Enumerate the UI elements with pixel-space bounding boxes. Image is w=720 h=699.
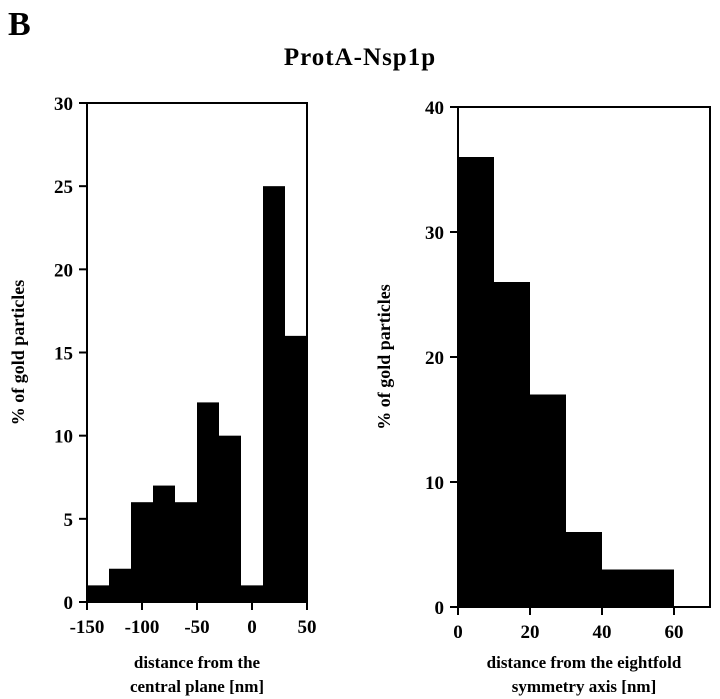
left-histogram-xtick-label-3: 0 bbox=[247, 617, 257, 638]
panel-label: B bbox=[8, 6, 31, 43]
left-histogram-ytick-label-5: 25 bbox=[54, 177, 73, 198]
right-histogram-bar-2 bbox=[530, 394, 566, 607]
left-histogram-xtick-label-1: -100 bbox=[125, 617, 160, 638]
left-histogram-ytick-label-0: 0 bbox=[64, 593, 74, 614]
right-histogram-xtick-label-0: 0 bbox=[453, 622, 463, 643]
right-histogram-ylabel: % of gold particles bbox=[374, 284, 394, 430]
left-histogram-xtick-label-2: -50 bbox=[184, 617, 209, 638]
right-histogram-bar-3 bbox=[566, 532, 602, 607]
left-histogram-bar-7 bbox=[241, 585, 263, 602]
left-histogram-bar-0 bbox=[87, 585, 109, 602]
left-histogram-ytick-label-3: 15 bbox=[54, 344, 73, 365]
right-histogram-ytick-label-4: 40 bbox=[425, 98, 444, 119]
left-histogram-bar-8 bbox=[263, 186, 285, 602]
right-histogram-bar-0 bbox=[458, 157, 494, 607]
right-histogram-xtick-label-2: 40 bbox=[593, 622, 612, 643]
right-histogram-xtick-label-1: 20 bbox=[521, 622, 540, 643]
left-histogram-ytick-label-4: 20 bbox=[54, 260, 73, 281]
left-histogram-ytick-label-1: 5 bbox=[64, 510, 74, 531]
right-histogram-ytick-label-2: 20 bbox=[425, 348, 444, 369]
left-histogram-xlabel-line-0: distance from the bbox=[134, 653, 261, 672]
left-histogram-xtick-label-4: 50 bbox=[298, 617, 317, 638]
right-histogram-ytick-label-0: 0 bbox=[435, 598, 445, 619]
right-histogram-xlabel-line-1: symmetry axis [nm] bbox=[512, 677, 656, 696]
left-histogram-bar-3 bbox=[153, 485, 175, 602]
right-histogram-bar-4 bbox=[602, 569, 638, 607]
right-histogram-xtick-label-3: 60 bbox=[665, 622, 684, 643]
left-histogram-bar-9 bbox=[285, 335, 307, 602]
left-histogram-xlabel-line-1: central plane [nm] bbox=[130, 677, 264, 696]
right-histogram-ytick-label-3: 30 bbox=[425, 223, 444, 244]
left-histogram-xtick-label-0: -150 bbox=[70, 617, 105, 638]
figure-title: ProtA-Nsp1p bbox=[283, 44, 437, 71]
right-histogram-ytick-label-1: 10 bbox=[425, 473, 444, 494]
left-histogram-bar-6 bbox=[219, 435, 241, 602]
left-histogram-bar-5 bbox=[197, 402, 219, 602]
left-histogram-ytick-label-6: 30 bbox=[54, 94, 73, 115]
left-histogram-bar-2 bbox=[131, 502, 153, 602]
left-histogram-ylabel: % of gold particles bbox=[8, 280, 28, 426]
right-histogram-xlabel-line-0: distance from the eightfold bbox=[487, 653, 682, 672]
left-histogram-bar-1 bbox=[109, 568, 131, 602]
right-histogram-bar-5 bbox=[638, 569, 674, 607]
left-histogram-ytick-label-2: 10 bbox=[54, 427, 73, 448]
left-histogram-bar-4 bbox=[175, 502, 197, 602]
right-histogram-bar-1 bbox=[494, 282, 530, 607]
